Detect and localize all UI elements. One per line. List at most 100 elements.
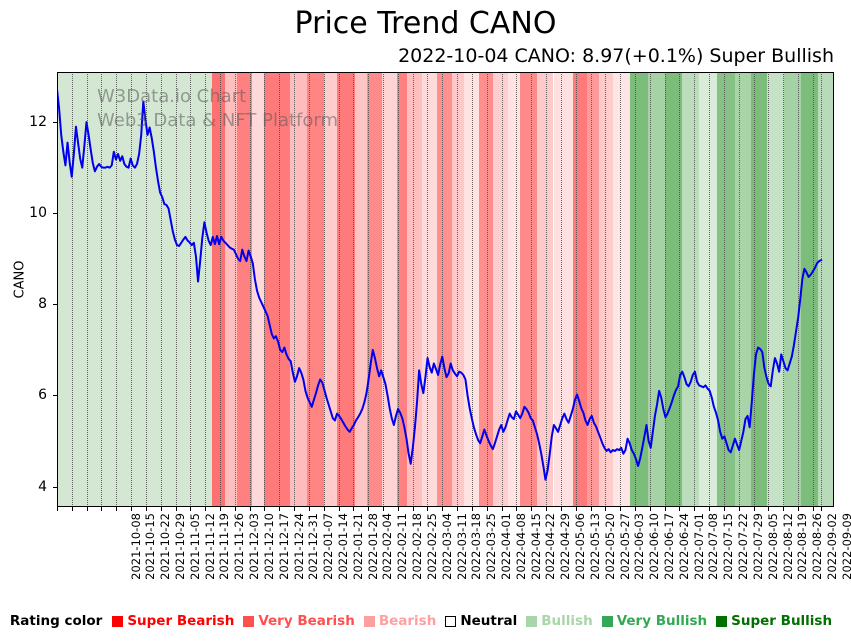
x-tick-mark [249, 507, 251, 511]
x-tick-mark [353, 507, 355, 511]
x-tick-mark [71, 507, 73, 511]
legend-title: Rating color [9, 613, 103, 629]
x-tick-mark [501, 507, 503, 511]
watermark-line-1: W3Data.io Chart [97, 86, 247, 107]
x-tick-label: 2021-10-29 [172, 513, 187, 580]
gridline-vertical [160, 72, 162, 507]
legend-swatch-icon [601, 615, 613, 627]
rating-band [553, 72, 573, 507]
x-tick-mark [486, 507, 488, 511]
x-tick-label: 2022-07-08 [706, 513, 721, 580]
gridline-vertical [590, 72, 592, 507]
legend-item: Bullish [526, 613, 593, 629]
x-tick-mark [442, 507, 444, 511]
gridline-vertical [338, 72, 340, 507]
x-tick-label: 2021-11-12 [202, 513, 217, 580]
x-tick-mark [768, 507, 770, 511]
gridline-vertical [546, 72, 548, 507]
rating-band [818, 72, 834, 507]
x-tick-mark [634, 507, 636, 511]
x-tick-label: 2022-01-07 [321, 513, 335, 580]
legend-item-label: Very Bearish [258, 613, 355, 629]
rating-band [252, 72, 264, 507]
gridline-vertical [812, 72, 814, 507]
x-tick-label: 2021-12-24 [291, 513, 306, 580]
x-tick-label: 2021-10-08 [128, 513, 143, 580]
x-tick-label: 2022-08-05 [765, 513, 780, 580]
y-tick-mark [53, 486, 57, 488]
x-tick-label: 2022-08-26 [810, 513, 825, 580]
gridline-vertical [709, 72, 711, 507]
legend-item-label: Super Bullish [731, 613, 833, 629]
rating-legend: Rating color Super Bearish Very Bearish Be… [0, 613, 851, 629]
x-tick-mark [279, 507, 281, 511]
rating-band [665, 72, 683, 507]
x-tick-mark [57, 507, 58, 511]
x-tick-mark [427, 507, 429, 511]
x-tick-label: 2022-05-27 [617, 513, 632, 580]
legend-item: Bearish [363, 613, 437, 629]
x-tick-label: 2021-12-31 [306, 513, 321, 580]
y-tick-label: 12 [29, 114, 47, 131]
gridline-vertical [383, 72, 385, 507]
gridline-vertical [427, 72, 429, 507]
x-tick-mark [664, 507, 666, 511]
x-tick-label: 2022-04-29 [558, 513, 573, 580]
rating-band [211, 72, 225, 507]
legend-item-label: Bearish [378, 613, 437, 629]
gridline-vertical [634, 72, 636, 507]
x-tick-mark [101, 507, 103, 511]
gridline-vertical [205, 72, 207, 507]
gridline-vertical [294, 72, 296, 507]
x-tick-label: 2022-05-20 [602, 513, 617, 580]
x-tick-mark [620, 507, 622, 511]
x-tick-label: 2022-07-22 [735, 513, 750, 580]
rating-band [537, 72, 554, 507]
watermark-line-2: Web3 Data & NFT Platform [97, 110, 339, 131]
gridline-vertical [821, 72, 823, 507]
x-tick-mark [709, 507, 711, 511]
x-tick-label: 2022-01-28 [365, 513, 380, 580]
gridline-vertical [264, 72, 266, 507]
plot-area: W3Data.io Chart Web3 Data & NFT Platform [57, 72, 834, 507]
x-tick-label: 2021-11-19 [217, 513, 232, 580]
x-tick-mark [694, 507, 696, 511]
x-tick-label: 2022-08-19 [795, 513, 810, 580]
gridline-vertical [723, 72, 725, 507]
rating-band [396, 72, 408, 507]
rating-band [336, 72, 355, 507]
x-tick-mark [812, 507, 814, 511]
gridline-vertical [738, 72, 740, 507]
legend-item: Super Bullish [716, 613, 832, 629]
x-tick-mark [412, 507, 414, 511]
rating-band [478, 72, 493, 507]
gridline-vertical [131, 72, 133, 507]
x-tick-label: 2021-12-10 [261, 513, 276, 580]
rating-band [436, 72, 452, 507]
x-tick-mark [546, 507, 548, 511]
x-tick-label: 2022-03-04 [439, 513, 454, 580]
x-tick-label: 2022-06-03 [632, 513, 647, 580]
rating-band [801, 72, 819, 507]
gridline-vertical [308, 72, 310, 507]
y-tick-mark [53, 213, 57, 215]
rating-band [224, 72, 238, 507]
x-tick-label: 2022-08-12 [780, 513, 795, 580]
gridline-vertical [768, 72, 770, 507]
x-tick-label: 2022-04-08 [513, 513, 528, 580]
gridline-vertical [471, 72, 473, 507]
rating-band [237, 72, 252, 507]
x-tick-label: 2022-05-13 [587, 513, 602, 580]
x-tick-label: 2022-06-10 [647, 513, 662, 580]
gridline-vertical [145, 72, 147, 507]
x-tick-mark [397, 507, 399, 511]
legend-item-label: Super Bearish [127, 613, 235, 629]
rating-band [263, 72, 291, 507]
x-tick-mark [368, 507, 370, 511]
rating-band [767, 72, 785, 507]
x-tick-mark [294, 507, 296, 511]
x-tick-mark [160, 507, 162, 511]
x-tick-label: 2021-11-05 [187, 513, 202, 580]
y-tick-mark [53, 395, 57, 397]
